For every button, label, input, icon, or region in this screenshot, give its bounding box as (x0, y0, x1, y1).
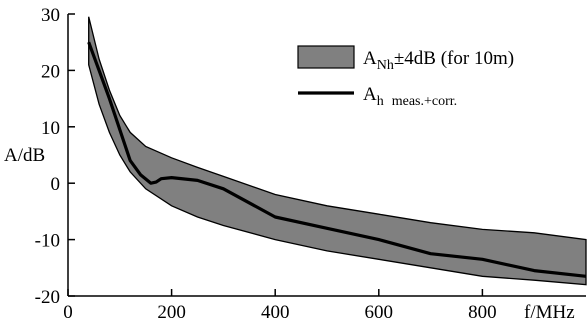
legend-band-swatch (297, 45, 355, 69)
y-tick-label: -10 (35, 231, 60, 252)
legend-band-sub: Nh (377, 58, 394, 73)
y-tick-label: 10 (41, 118, 60, 139)
legend-band-suffix: ±4dB (for 10m) (394, 48, 514, 69)
tick-labels: -20 -10 0 10 20 30 0 200 400 600 800 (35, 5, 497, 322)
x-tick-label: 0 (63, 302, 73, 322)
plot-area (87, 16, 587, 286)
y-tick-label: -20 (35, 287, 60, 308)
x-axis-label: f/MHz (524, 302, 575, 322)
x-tick-label: 600 (365, 302, 394, 322)
series-line-0 (87, 41, 587, 278)
x-tick-label: 800 (468, 302, 497, 322)
legend-band-label: ANh±4dB (for 10m) (363, 48, 514, 73)
x-tick-label: 200 (157, 302, 186, 322)
axes (67, 13, 586, 297)
legend-line-main: A (363, 84, 377, 105)
legend-line-suffix: meas.+corr. (392, 94, 457, 109)
legend-line-label: Ah meas.+corr. (363, 84, 457, 109)
y-tick-label: 30 (41, 5, 60, 26)
legend-band-main: A (363, 48, 377, 69)
y-tick-label: 20 (41, 61, 60, 82)
x-tick-label: 400 (261, 302, 290, 322)
y-tick-label: 0 (51, 174, 61, 195)
legend: ANh±4dB (for 10m) Ah meas.+corr. (297, 45, 514, 109)
legend-line-sub: h (377, 94, 384, 109)
y-axis-label: A/dB (4, 145, 45, 166)
tolerance-band (88, 16, 587, 286)
